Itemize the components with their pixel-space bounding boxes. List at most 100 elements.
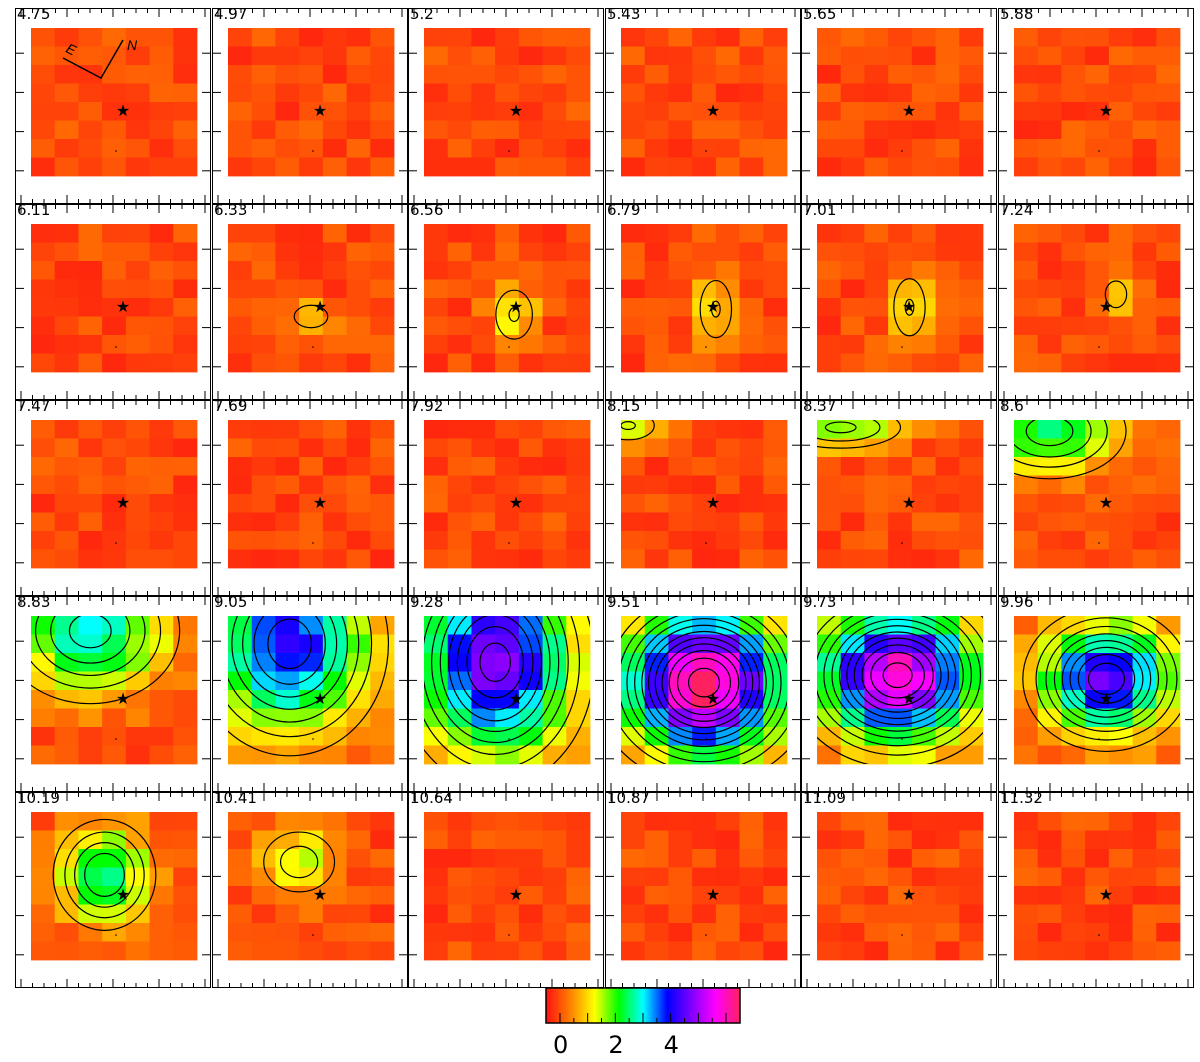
- axis-ticks: [801, 8, 997, 204]
- channel-panel: ★ 10.87: [605, 790, 801, 988]
- heatmap-cell: [31, 727, 56, 746]
- heatmap-cell: [817, 224, 842, 243]
- heatmap-cell: [1156, 475, 1181, 495]
- contour-line: [687, 667, 721, 698]
- heatmap-cell: [173, 438, 198, 458]
- heatmap-cell: [518, 745, 543, 765]
- heatmap-cell: [370, 941, 395, 961]
- heatmap-cell: [888, 886, 913, 905]
- center-dot: [1098, 346, 1100, 348]
- heatmap-cell: [102, 457, 127, 476]
- heatmap-cell: [322, 512, 347, 532]
- heatmap-cell: [1085, 923, 1110, 942]
- heatmap-cell: [1108, 886, 1133, 905]
- heatmap-cell: [31, 475, 56, 495]
- heatmap-cell: [935, 65, 960, 84]
- heatmap-cell: [864, 830, 889, 850]
- heatmap-cell: [1014, 634, 1039, 654]
- contour-line: [52, 818, 157, 931]
- heatmap-cell: [692, 438, 717, 458]
- heatmap-cell: [1085, 745, 1110, 765]
- heatmap-cell: [173, 867, 198, 887]
- heatmap-cell: [1061, 224, 1086, 243]
- heatmap-cell: [763, 157, 788, 177]
- heatmap-cell: [228, 335, 253, 354]
- heatmap-cell: [911, 120, 936, 140]
- heatmap-cell: [299, 65, 324, 84]
- heatmap-cell: [424, 531, 449, 550]
- heatmap-cell: [959, 941, 984, 961]
- heatmap-cell: [173, 28, 198, 47]
- heatmap-cell: [1037, 531, 1062, 550]
- heatmap-cell: [299, 830, 324, 850]
- center-dot: [705, 738, 707, 740]
- heatmap-cell: [228, 28, 253, 47]
- heatmap-cell: [54, 512, 79, 532]
- heatmap-cell: [668, 279, 693, 299]
- contour-line: [293, 304, 329, 329]
- heatmap-cell: [299, 494, 324, 513]
- heatmap-cell: [149, 708, 174, 728]
- heatmap-cell: [54, 494, 79, 513]
- heatmap-cell: [495, 849, 520, 868]
- heatmap-cell: [228, 634, 253, 654]
- heatmap-cell: [668, 830, 693, 850]
- heatmap-cell: [959, 298, 984, 317]
- heatmap-cell: [102, 242, 127, 262]
- heatmap-cell: [715, 279, 740, 299]
- heatmap-cell: [692, 65, 717, 84]
- channel-panel: ★ 4.97: [212, 6, 408, 204]
- heatmap-cell: [644, 690, 669, 709]
- heatmap-cell: [1108, 671, 1133, 691]
- contour-lines: [1014, 420, 1127, 480]
- heatmap-cell: [275, 157, 300, 177]
- contour-line: [1035, 617, 1178, 741]
- heatmap-cell: [228, 279, 253, 299]
- panel-velocity-label: 9.28: [410, 593, 444, 611]
- contour-lines: [817, 616, 983, 764]
- heatmap-cell: [228, 420, 253, 439]
- center-dot: [508, 738, 510, 740]
- heatmap-cell: [959, 923, 984, 942]
- heatmap-cell: [31, 316, 56, 336]
- heatmap-cell: [471, 157, 496, 177]
- contour-line: [710, 300, 721, 318]
- axis-ticks: [998, 204, 1194, 400]
- heatmap-cell: [935, 420, 960, 439]
- heatmap-cell: [621, 653, 646, 672]
- heatmap-cell: [692, 531, 717, 550]
- heatmap-cell: [864, 224, 889, 243]
- heatmap-cell: [644, 353, 669, 373]
- heatmap-cell: [763, 549, 788, 569]
- heatmap-cell: [1156, 46, 1181, 66]
- heatmap-cell: [1037, 494, 1062, 513]
- heatmap-cell: [1108, 812, 1133, 831]
- heatmap-cell: [739, 457, 764, 476]
- heatmap-cell: [346, 28, 371, 47]
- heatmap-cell: [566, 28, 591, 47]
- axis-ticks: [801, 596, 997, 792]
- heatmap-cell: [1061, 102, 1086, 121]
- heatmap-cell: [149, 242, 174, 262]
- heatmap-cell: [1085, 139, 1110, 158]
- heatmap-cell: [346, 708, 371, 728]
- heatmap-cell: [322, 616, 347, 635]
- heatmap-cell: [840, 531, 865, 550]
- heatmap-cell: [621, 335, 646, 354]
- heatmap-cell: [518, 157, 543, 177]
- heatmap-cell: [495, 28, 520, 47]
- heatmap-cell: [1085, 904, 1110, 924]
- heatmap-cell: [935, 941, 960, 961]
- colorbar: [545, 987, 741, 1024]
- heatmap-cell: [322, 549, 347, 569]
- heatmap-cell: [102, 120, 127, 140]
- heatmap-cell: [668, 904, 693, 924]
- heatmap-cell: [228, 316, 253, 336]
- heatmap-cell: [322, 923, 347, 942]
- heatmap-cell: [495, 745, 520, 765]
- heatmap-cell: [125, 157, 150, 177]
- heatmap-cell: [1108, 335, 1133, 354]
- heatmap-cell: [763, 438, 788, 458]
- heatmap-cell: [566, 157, 591, 177]
- heatmap-cell: [31, 904, 56, 924]
